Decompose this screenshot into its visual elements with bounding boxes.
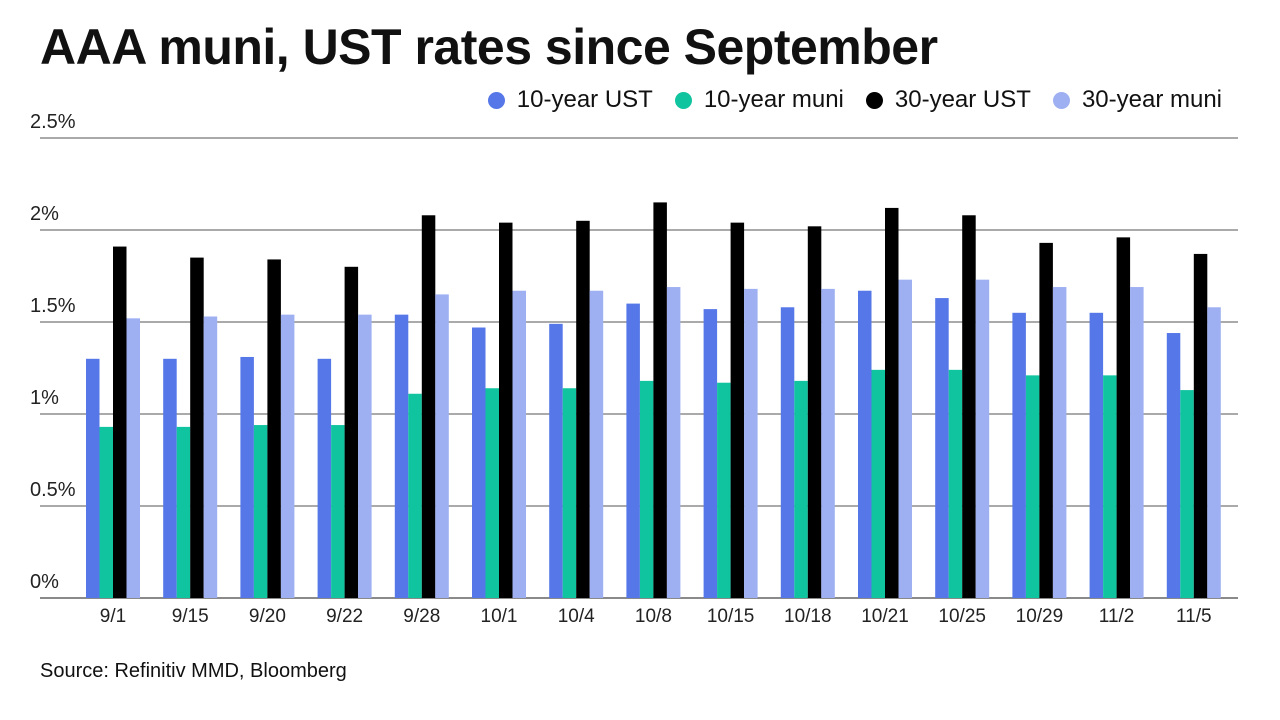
x-tick-label: 10/29 xyxy=(1016,606,1064,627)
bar xyxy=(113,246,127,598)
bar xyxy=(253,425,268,598)
bar xyxy=(639,380,654,598)
bar xyxy=(1089,312,1104,598)
x-tick-label: 10/18 xyxy=(784,606,832,627)
bar xyxy=(394,314,409,598)
bar xyxy=(948,369,963,598)
bar xyxy=(435,294,449,598)
legend-dot-icon xyxy=(487,91,505,109)
bar xyxy=(99,426,113,598)
legend-item-10-year-ust: 10-year UST xyxy=(487,86,653,114)
bar xyxy=(975,279,990,598)
x-tick-label: 10/8 xyxy=(635,606,672,627)
bar xyxy=(885,207,899,599)
bar xyxy=(280,314,295,598)
y-tick-label: 1.5% xyxy=(30,295,76,317)
x-tick-label: 9/22 xyxy=(326,606,363,627)
bar xyxy=(730,222,745,598)
bar xyxy=(512,290,526,598)
legend-label: 30-year muni xyxy=(1081,86,1222,113)
legend-dot-icon xyxy=(865,91,883,109)
legend-label: 10-year UST xyxy=(516,86,653,113)
bar xyxy=(86,358,100,598)
legend-item-30-year-muni: 30-year muni xyxy=(1052,86,1222,114)
bar xyxy=(408,393,422,598)
bar xyxy=(1052,287,1067,598)
bar xyxy=(666,287,681,598)
bar xyxy=(1207,307,1221,598)
bar xyxy=(935,298,949,598)
y-tick-label: 0% xyxy=(30,571,59,593)
bar xyxy=(126,318,140,598)
bar xyxy=(317,358,332,598)
bar xyxy=(821,288,835,598)
bar xyxy=(331,425,345,598)
x-tick-label: 10/15 xyxy=(707,606,755,627)
bar xyxy=(472,327,486,598)
x-tick-label: 11/5 xyxy=(1176,606,1212,627)
bar xyxy=(898,279,912,598)
x-tick-label: 9/1 xyxy=(100,606,126,627)
bar xyxy=(549,323,563,598)
x-tick-label: 10/1 xyxy=(481,606,518,627)
bar xyxy=(485,388,499,598)
bar xyxy=(1180,390,1194,598)
legend-dot-icon xyxy=(1052,91,1070,109)
bar xyxy=(1116,237,1131,599)
bar xyxy=(1103,375,1117,598)
bar xyxy=(344,266,359,598)
y-tick-label: 1% xyxy=(30,387,59,409)
bar xyxy=(1166,333,1181,598)
bar xyxy=(962,215,976,598)
x-tick-label: 10/25 xyxy=(938,606,986,627)
bar xyxy=(576,220,590,599)
bar xyxy=(794,380,808,598)
bar xyxy=(1012,312,1026,598)
bar xyxy=(744,288,758,598)
bar xyxy=(358,314,372,598)
y-tick-label: 2% xyxy=(30,203,59,225)
bar xyxy=(589,290,604,598)
bar xyxy=(267,259,281,598)
bar xyxy=(163,358,177,598)
x-tick-label: 11/2 xyxy=(1099,606,1135,627)
bar xyxy=(1039,242,1053,598)
bar xyxy=(626,303,640,598)
y-tick-label: 0.5% xyxy=(30,479,76,501)
legend-label: 10-year muni xyxy=(703,86,844,113)
bar xyxy=(176,426,191,598)
y-tick-label: 2.5% xyxy=(30,111,76,133)
x-tick-label: 9/20 xyxy=(249,606,286,627)
legend-item-10-year-muni: 10-year muni xyxy=(674,86,844,114)
bar xyxy=(203,316,218,598)
chart-title: AAA muni, UST rates since September xyxy=(40,19,938,75)
x-tick-label: 9/28 xyxy=(403,606,440,627)
bar xyxy=(653,202,667,598)
x-tick-label: 10/4 xyxy=(558,606,595,627)
bar xyxy=(190,257,204,598)
x-tick-label: 9/15 xyxy=(172,606,209,627)
bar xyxy=(499,222,513,598)
bar xyxy=(703,309,718,598)
legend-item-30-year-ust: 30-year UST xyxy=(865,86,1031,114)
bar xyxy=(421,215,436,598)
bar xyxy=(807,226,822,598)
bar xyxy=(780,307,795,598)
bar xyxy=(858,290,872,598)
bar xyxy=(717,382,731,598)
bar xyxy=(1025,375,1040,598)
bar xyxy=(1193,253,1208,599)
bar xyxy=(562,388,577,598)
bar xyxy=(240,356,254,598)
bar xyxy=(1130,287,1144,598)
source-note: Source: Refinitiv MMD, Bloomberg xyxy=(40,660,347,682)
legend-label: 30-year UST xyxy=(894,86,1031,113)
chart-legend: 10-year UST 10-year muni 30-year UST 30-… xyxy=(487,86,1222,114)
legend-dot-icon xyxy=(674,91,692,109)
x-tick-label: 10/21 xyxy=(861,606,909,627)
bar xyxy=(871,369,885,598)
